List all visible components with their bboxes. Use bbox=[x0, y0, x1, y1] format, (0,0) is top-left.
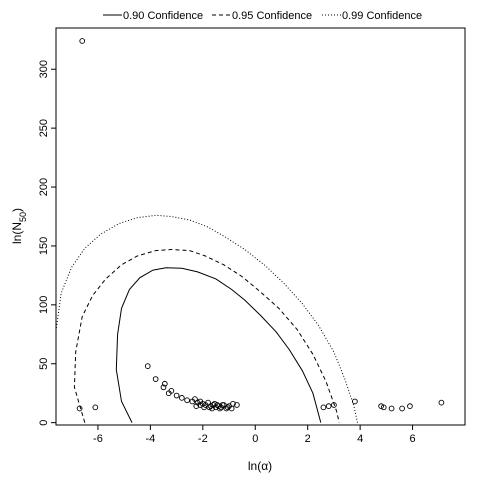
data-point bbox=[211, 400, 218, 407]
data-point bbox=[438, 399, 445, 406]
y-tick-label: 200 bbox=[38, 178, 50, 196]
confidence-curves bbox=[56, 214, 358, 423]
data-point bbox=[380, 404, 387, 411]
data-point bbox=[352, 398, 358, 405]
x-tick-label: 0 bbox=[252, 433, 258, 445]
data-point bbox=[217, 405, 223, 412]
data-point bbox=[320, 404, 327, 411]
x-tick-label: 4 bbox=[357, 433, 363, 445]
plot-frame bbox=[55, 27, 466, 426]
legend-label-099: 0.99 Confidence bbox=[342, 10, 422, 22]
data-point bbox=[214, 402, 221, 408]
y-axis-title-subscript: 50 bbox=[18, 212, 28, 222]
data-point bbox=[224, 404, 231, 411]
y-axis-title: ln(N50) bbox=[10, 208, 28, 244]
data-point bbox=[206, 404, 213, 411]
data-point bbox=[378, 403, 384, 410]
x-tick-label: -4 bbox=[145, 433, 155, 445]
legend-label-095: 0.95 Confidence bbox=[232, 10, 312, 22]
data-point bbox=[331, 402, 337, 408]
confidence-curve-dotted bbox=[56, 214, 358, 423]
y-tick-label: 50 bbox=[38, 358, 50, 370]
data-point bbox=[399, 405, 405, 412]
data-point bbox=[197, 398, 204, 405]
confidence-curve-dashed bbox=[73, 248, 340, 423]
y-tick-label: 300 bbox=[38, 60, 50, 78]
data-point bbox=[192, 396, 198, 402]
data-point bbox=[79, 38, 86, 44]
confidence-curve-solid bbox=[115, 267, 322, 423]
x-axis: -6 -4 -2 0 2 4 6 bbox=[93, 425, 416, 445]
data-point bbox=[161, 380, 168, 387]
data-point bbox=[184, 397, 190, 404]
y-axis-title-close: ) bbox=[10, 208, 24, 212]
data-point bbox=[160, 384, 167, 391]
y-axis-title-main: ln(N bbox=[10, 222, 24, 244]
data-point bbox=[173, 392, 180, 399]
y-axis: 0 50 100 150 200 250 300 bbox=[38, 60, 56, 426]
data-point bbox=[76, 405, 83, 412]
data-point bbox=[325, 403, 332, 410]
data-point bbox=[152, 376, 159, 382]
data-point bbox=[234, 402, 240, 408]
data-point bbox=[407, 403, 413, 410]
y-tick-label: 100 bbox=[38, 296, 50, 314]
x-tick-label: -6 bbox=[93, 433, 103, 445]
data-point bbox=[144, 363, 151, 369]
legend-label-090: 0.90 Confidence bbox=[123, 10, 203, 22]
data-point bbox=[230, 400, 236, 407]
data-point bbox=[193, 403, 200, 410]
data-point bbox=[92, 404, 99, 411]
y-tick-label: 0 bbox=[38, 420, 50, 426]
data-point bbox=[209, 405, 215, 412]
y-tick-label: 250 bbox=[38, 119, 50, 137]
data-points bbox=[76, 38, 445, 412]
x-tick-label: 2 bbox=[305, 433, 311, 445]
y-tick-label: 150 bbox=[38, 237, 50, 255]
x-tick-label: 6 bbox=[410, 433, 416, 445]
legend: 0.90 Confidence 0.95 Confidence 0.99 Con… bbox=[103, 10, 422, 22]
x-tick-label: -2 bbox=[198, 433, 208, 445]
data-point bbox=[178, 395, 185, 401]
x-axis-title: ln(α) bbox=[248, 459, 272, 473]
data-point bbox=[388, 405, 395, 412]
data-point bbox=[168, 387, 175, 394]
